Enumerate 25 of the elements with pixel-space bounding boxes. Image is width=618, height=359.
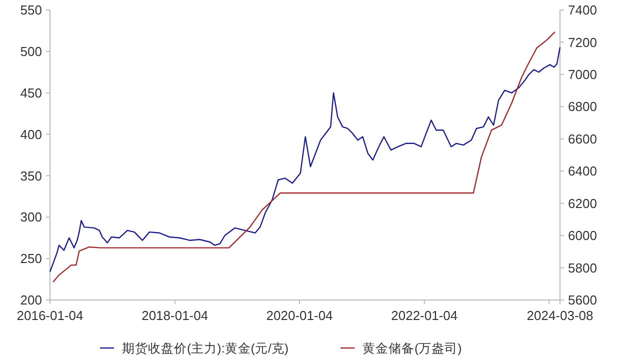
- y-tick-label: 400: [20, 126, 42, 142]
- legend-label: 黄金储备(万盎司): [362, 342, 462, 356]
- x-tick-label: 2020-01-04: [266, 308, 333, 323]
- y2-tick-label: 6600: [568, 131, 597, 146]
- y2-tick-label: 7400: [568, 2, 597, 18]
- y-tick-label: 350: [20, 168, 42, 184]
- legend-label: 期货收盘价(主力):黄金(元/克): [122, 340, 289, 356]
- y-tick-label: 500: [20, 44, 42, 59]
- y-tick-label: 200: [20, 292, 42, 308]
- x-tick-label: 2016-01-04: [16, 308, 84, 323]
- y2-tick-label: 7200: [568, 34, 597, 50]
- y-tick-label: 550: [20, 2, 42, 18]
- y2-tick-label: 6200: [568, 196, 597, 211]
- y2-tick-label: 5600: [568, 292, 597, 308]
- y2-tick-label: 5800: [568, 260, 597, 276]
- x-tick-label: 2024-03-08: [526, 308, 594, 323]
- y2-tick-label: 6800: [568, 99, 597, 114]
- y2-tick-label: 6400: [568, 164, 597, 179]
- y-tick-label: 300: [20, 210, 42, 225]
- y2-tick-label: 6000: [568, 228, 597, 244]
- y-tick-label: 450: [20, 85, 42, 100]
- x-tick-label: 2018-01-04: [142, 308, 208, 323]
- y2-tick-label: 7000: [568, 66, 597, 82]
- y-tick-label: 250: [20, 251, 42, 266]
- x-tick-label: 2022-01-04: [391, 308, 458, 323]
